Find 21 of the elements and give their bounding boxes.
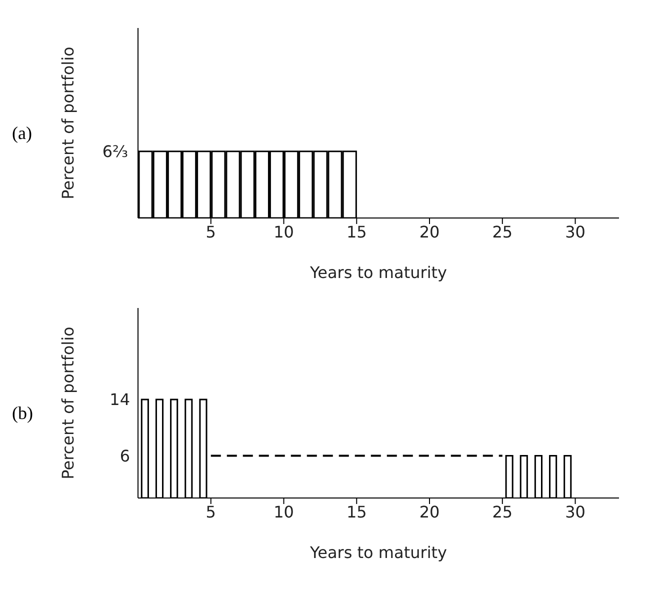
- x-tick-label: 20: [419, 222, 440, 242]
- x-tick-label: 20: [419, 502, 440, 522]
- text: 6⅔: [102, 142, 128, 162]
- x-tick-label: 5: [206, 502, 216, 522]
- chart-title: (a): [12, 123, 32, 144]
- y-axis-title: Percent of portfolio: [58, 326, 78, 480]
- y-tick-label: 14: [110, 390, 130, 410]
- x-tick-label: 25: [492, 222, 513, 242]
- x-tick-label: 10: [274, 222, 294, 242]
- x-tick-label: 30: [565, 222, 586, 242]
- x-tick-label: 30: [565, 502, 586, 522]
- y-tick-label: 6: [120, 446, 130, 466]
- x-tick-label: 25: [492, 502, 513, 522]
- x-axis-title: Years to maturity: [308, 263, 448, 282]
- x-tick-label: 15: [346, 222, 367, 242]
- x-tick-label: 10: [274, 502, 294, 522]
- x-tick-label: 15: [346, 502, 367, 522]
- x-axis-title: Years to maturity: [308, 543, 448, 562]
- y-axis-title: Percent of portfolio: [58, 46, 78, 200]
- text: (b): [12, 403, 33, 424]
- x-tick-label: 5: [206, 222, 216, 242]
